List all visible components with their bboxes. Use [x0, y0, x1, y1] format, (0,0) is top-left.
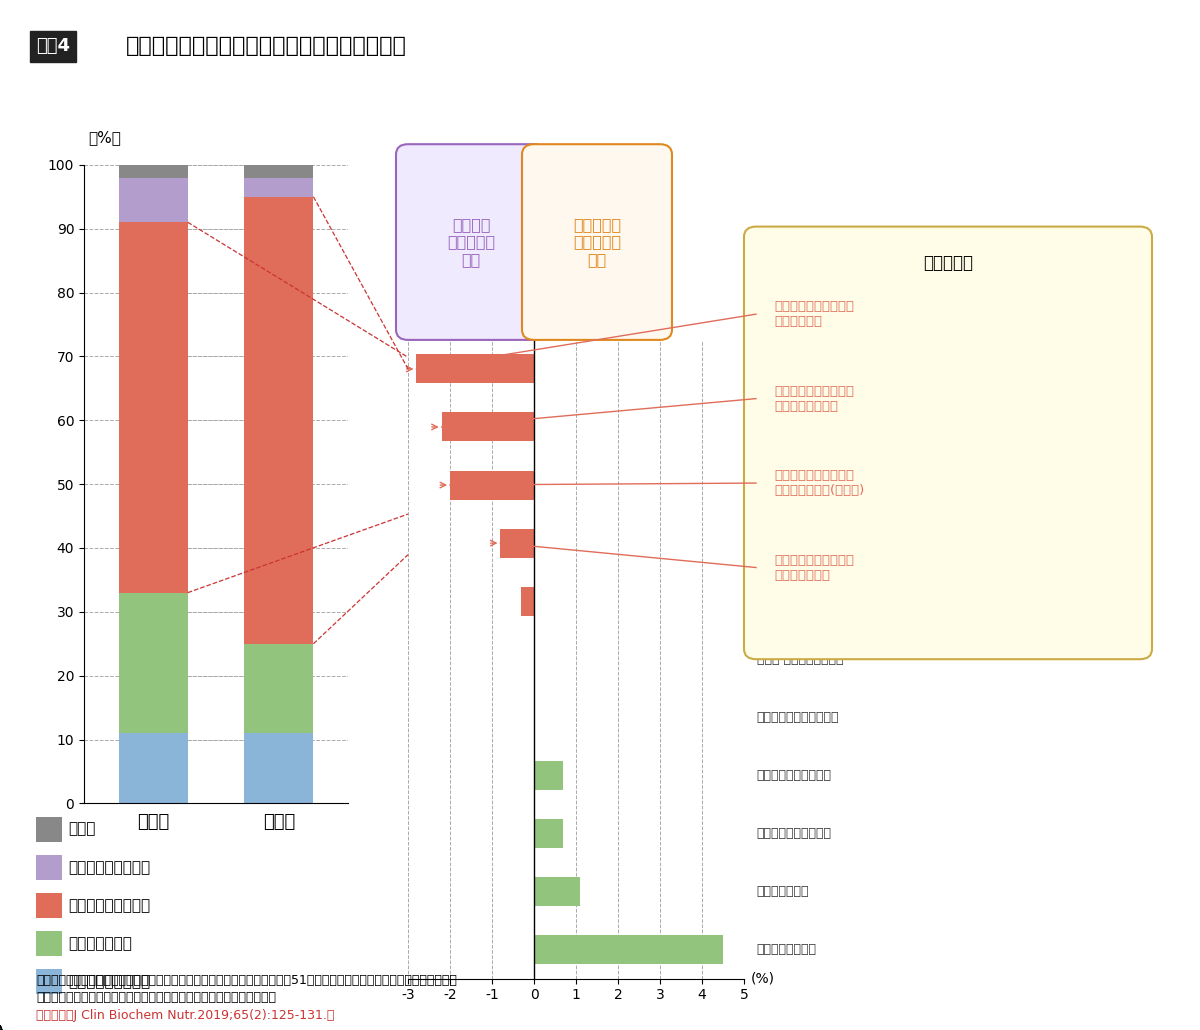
Text: 長寿地域・京丹後の人の腸は酪酸産生菌が多い: 長寿地域・京丹後の人の腸は酪酸産生菌が多い: [126, 36, 407, 57]
Bar: [119, 733, 187, 803]
Text: その他: その他: [68, 822, 96, 836]
Text: 酪酸産生菌: 酪酸産生菌: [923, 253, 973, 272]
Bar: [416, 354, 534, 383]
Text: （データ：J Clin Biochem Nutr.2019;65(2):125-131.）: （データ：J Clin Biochem Nutr.2019;65(2):125-…: [36, 1008, 335, 1022]
Bar: [245, 733, 313, 803]
Text: 〔ルミノコッカス属〕: 〔ルミノコッカス属〕: [757, 768, 832, 782]
Text: ファーミキューテス門
ラクノスピラ科(未同定): ファーミキューテス門 ラクノスピラ科(未同定): [757, 471, 841, 500]
Text: プロテオバクテリア: プロテオバクテリア: [68, 860, 150, 874]
Bar: [522, 587, 534, 616]
Bar: [245, 177, 313, 197]
Text: ファーミキューテス門
ロゼブリア属: ファーミキューテス門 ロゼブリア属: [757, 355, 832, 383]
Text: 図表4: 図表4: [36, 37, 70, 56]
Text: 未分類 エリュシペロトリクス科: 未分類 エリュシペロトリクス科: [757, 594, 865, 608]
Text: ファーミキューテス門
ラクノスピラ属: ファーミキューテス門 ラクノスピラ属: [757, 529, 832, 557]
Text: パラバクテロイデス属: パラバクテロイデス属: [757, 827, 832, 839]
Bar: [450, 471, 534, 500]
Bar: [534, 761, 564, 790]
Text: アクチノバクテリア: アクチノバクテリア: [68, 974, 150, 989]
Bar: [119, 165, 187, 177]
Text: ファーミキューテス門
ロゼブリア属: ファーミキューテス門 ロゼブリア属: [774, 300, 854, 329]
Text: ファーミキューテス門
コプロコッカス属: ファーミキューテス門 コプロコッカス属: [774, 384, 854, 413]
Bar: [500, 528, 534, 557]
Text: バクテロイデス属: バクテロイデス属: [757, 943, 817, 956]
Bar: [534, 877, 581, 906]
Text: に比べ酪酸産生菌が明らかに多く、プロテオバクテリア門が少なかった: に比べ酪酸産生菌が明らかに多く、プロテオバクテリア門が少なかった: [36, 991, 276, 1004]
Bar: [245, 197, 313, 644]
Text: （%）: （%）: [88, 131, 121, 145]
Text: (%): (%): [750, 971, 774, 986]
Text: ファーミキューテス門
ラクノスピラ科(未同定): ファーミキューテス門 ラクノスピラ科(未同定): [774, 469, 864, 497]
Bar: [245, 165, 313, 177]
Text: 未分類 ペプトコッカス科: 未分類 ペプトコッカス科: [757, 653, 844, 665]
Text: ファーミキューテス門
コプロコッカス属: ファーミキューテス門 コプロコッカス属: [757, 413, 832, 441]
Bar: [119, 592, 187, 733]
Text: 京都市内で
増えている
菌種: 京都市内で 増えている 菌種: [572, 217, 622, 267]
Bar: [534, 935, 724, 964]
Text: ファーミキューテス: ファーミキューテス: [68, 898, 150, 913]
Bar: [119, 177, 187, 222]
Bar: [442, 412, 534, 442]
Text: ファーミキューテス門
ラクノスピラ属: ファーミキューテス門 ラクノスピラ属: [774, 553, 854, 582]
Text: 京丹後で
増えている
菌種: 京丹後で 増えている 菌種: [446, 217, 496, 267]
Text: 「京丹後長寿コホート研究」参加者のうち、京丹後および京都市内在住の各51人の腸内細菌を調査。京丹後の人は京都の人: 「京丹後長寿コホート研究」参加者のうち、京丹後および京都市内在住の各51人の腸内…: [36, 973, 457, 987]
Bar: [534, 819, 564, 848]
Bar: [119, 222, 187, 592]
Text: オシロスピラ属: オシロスピラ属: [757, 885, 809, 898]
Text: バクテロイデス: バクテロイデス: [68, 936, 132, 951]
Bar: [245, 644, 313, 733]
Text: アナエロスツルンカス属: アナエロスツルンカス属: [757, 711, 839, 724]
